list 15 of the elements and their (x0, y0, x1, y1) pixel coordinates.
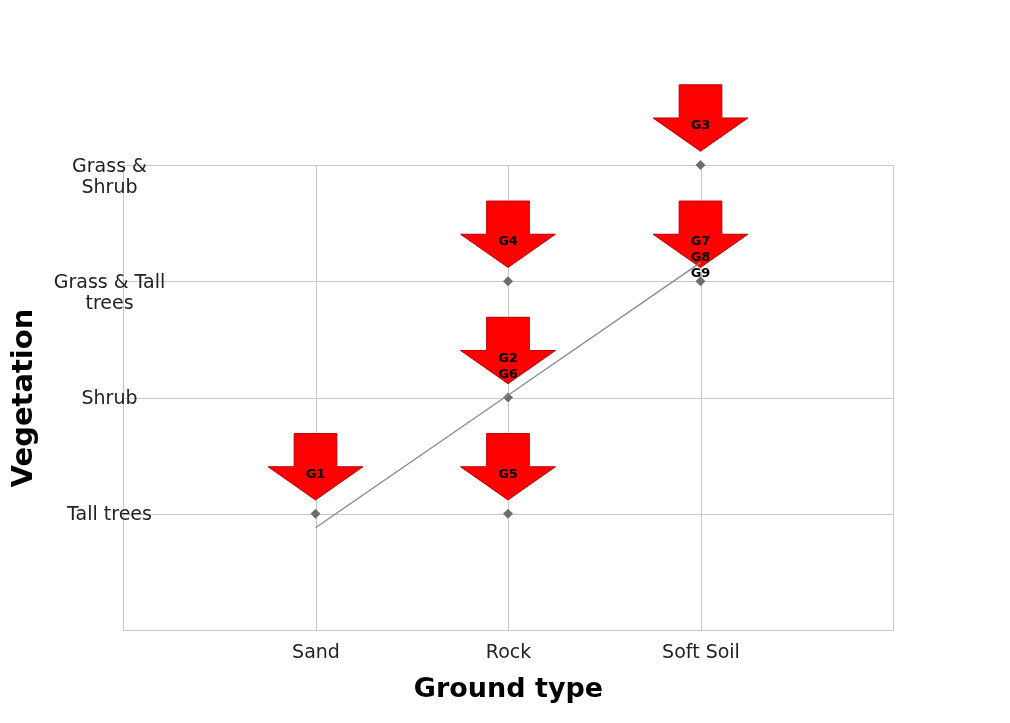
annotation: G2 G6 (498, 349, 518, 381)
category-label: Tall trees (67, 502, 152, 525)
category-label: Grass & Tall trees (53, 269, 166, 313)
x-tick-label: Rock (485, 639, 532, 662)
category-label: Grass & Shrub (72, 153, 147, 197)
y-axis-title: Vegetation (4, 308, 39, 488)
annotation: G7 G8 G9 (690, 233, 711, 281)
annotation: G4 (498, 233, 518, 249)
x-tick-label: Soft Soil (662, 639, 740, 662)
annotation: G5 (498, 465, 518, 481)
x-axis-title: Ground type (413, 671, 604, 703)
annotation: G3 (690, 117, 711, 132)
category-label: Shrub (81, 386, 138, 408)
x-tick-label: Sand (292, 639, 340, 662)
annotation: G1 (305, 465, 326, 481)
